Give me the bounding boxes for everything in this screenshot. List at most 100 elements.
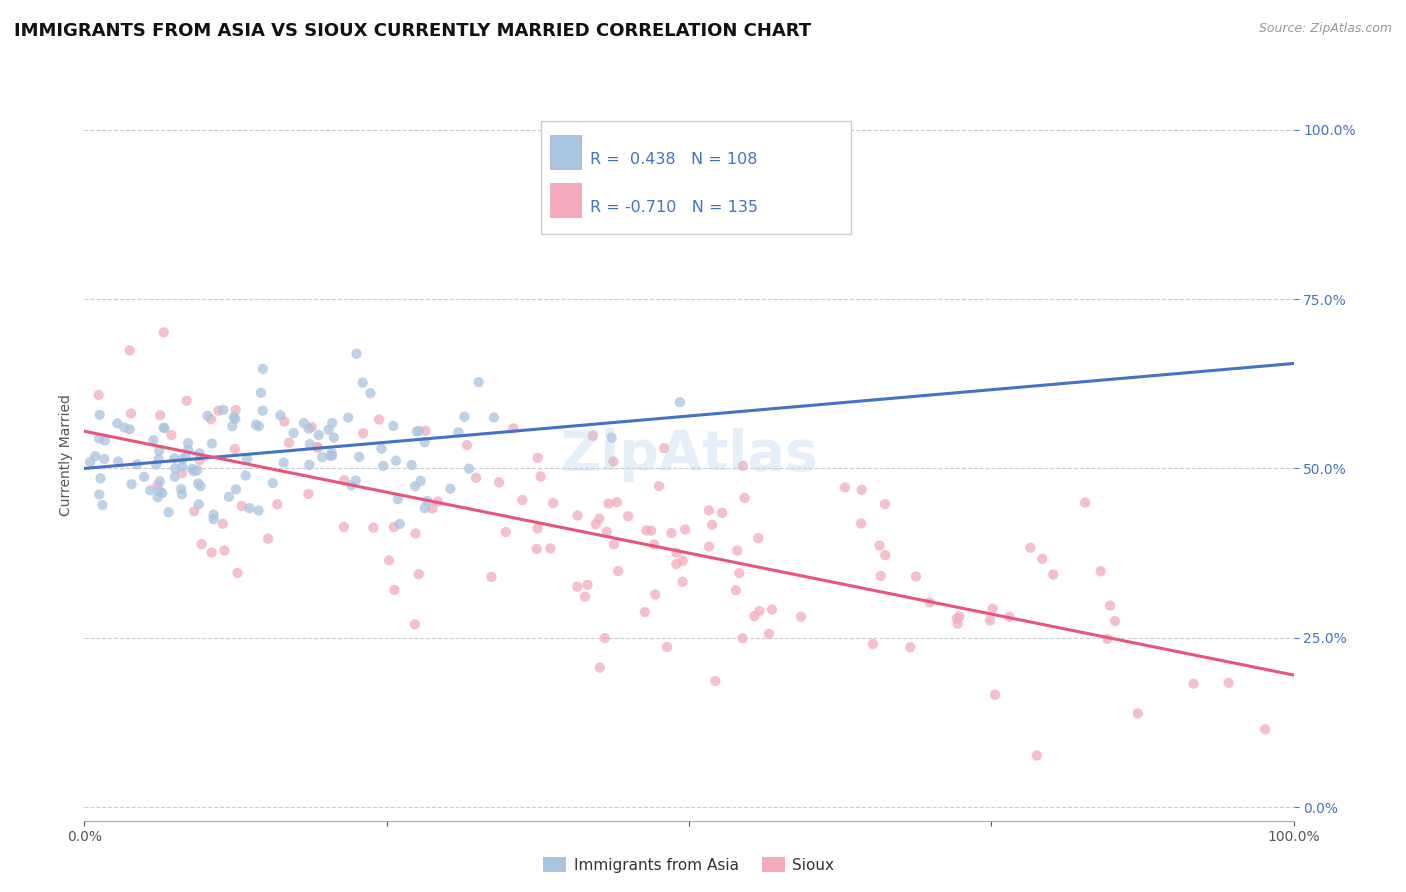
Point: [875, 548, 897, 562]
Point: [163, 469, 186, 483]
Point: [211, 516, 233, 531]
Point: [585, 517, 607, 532]
Point: [728, 566, 751, 581]
Point: [530, 469, 553, 483]
Point: [697, 503, 720, 517]
Point: [413, 501, 436, 516]
Point: [250, 385, 273, 400]
Point: [89, 408, 111, 422]
Point: [91, 498, 114, 512]
Legend: Immigrants from Asia, Sioux: Immigrants from Asia, Sioux: [537, 851, 841, 879]
Point: [181, 462, 204, 476]
Point: [93, 452, 115, 467]
Point: [1254, 723, 1277, 737]
Point: [347, 450, 370, 464]
Point: [382, 419, 405, 434]
Point: [790, 609, 813, 624]
Point: [387, 492, 409, 507]
Point: [404, 479, 426, 493]
Point: [172, 466, 194, 480]
Point: [488, 475, 510, 490]
Point: [187, 476, 209, 491]
Point: [481, 570, 503, 584]
Point: [617, 509, 640, 524]
Point: [118, 343, 141, 358]
Point: [748, 604, 770, 618]
Point: [121, 477, 143, 491]
Point: [222, 409, 245, 424]
Point: [640, 524, 662, 538]
Point: [148, 452, 170, 467]
Point: [107, 454, 129, 468]
Point: [1182, 676, 1205, 690]
Point: [344, 474, 367, 488]
Point: [321, 446, 343, 460]
Point: [388, 516, 411, 531]
Point: [157, 505, 180, 519]
Point: [236, 452, 259, 467]
Point: [733, 458, 755, 473]
Point: [221, 419, 243, 434]
Point: [725, 543, 748, 558]
Point: [238, 501, 260, 516]
Point: [231, 499, 253, 513]
Point: [731, 631, 754, 645]
Point: [502, 421, 524, 435]
Point: [225, 403, 247, 417]
Point: [704, 674, 727, 689]
Point: [333, 520, 356, 534]
Point: [1104, 614, 1126, 628]
Point: [596, 524, 619, 539]
Point: [512, 493, 534, 508]
Point: [600, 431, 623, 445]
Point: [148, 443, 170, 458]
Point: [197, 409, 219, 423]
Point: [948, 609, 970, 624]
Point: [665, 557, 688, 571]
Point: [918, 595, 941, 609]
Point: [416, 494, 439, 508]
Point: [87, 388, 110, 402]
Point: [125, 457, 148, 471]
Point: [247, 419, 270, 434]
Point: [84, 450, 107, 464]
Point: [183, 464, 205, 478]
Text: Source: ZipAtlas.com: Source: ZipAtlas.com: [1258, 22, 1392, 36]
Point: [145, 458, 167, 472]
Point: [87, 432, 110, 446]
Point: [643, 537, 665, 551]
Point: [744, 609, 766, 624]
Point: [89, 487, 111, 501]
Point: [278, 435, 301, 450]
Y-axis label: Currently Married: Currently Married: [59, 394, 73, 516]
Point: [467, 375, 489, 389]
Point: [458, 461, 481, 475]
Point: [652, 441, 675, 455]
Point: [252, 362, 274, 376]
Point: [526, 521, 548, 535]
Point: [207, 403, 229, 417]
Point: [337, 410, 360, 425]
Point: [998, 610, 1021, 624]
Point: [368, 412, 391, 426]
Point: [139, 483, 162, 498]
Point: [408, 567, 430, 582]
Point: [373, 458, 395, 473]
Point: [292, 416, 315, 430]
Point: [283, 426, 305, 441]
Point: [363, 521, 385, 535]
Point: [298, 458, 321, 472]
Point: [142, 434, 165, 448]
Point: [105, 417, 128, 431]
Point: [747, 531, 769, 545]
Point: [734, 491, 756, 505]
Point: [426, 494, 449, 508]
Point: [567, 508, 589, 523]
Point: [152, 420, 174, 434]
Point: [408, 424, 430, 438]
Point: [576, 578, 599, 592]
Point: [711, 506, 734, 520]
Point: [266, 497, 288, 511]
Text: R = -0.710   N = 135: R = -0.710 N = 135: [591, 200, 758, 215]
Point: [201, 545, 224, 559]
